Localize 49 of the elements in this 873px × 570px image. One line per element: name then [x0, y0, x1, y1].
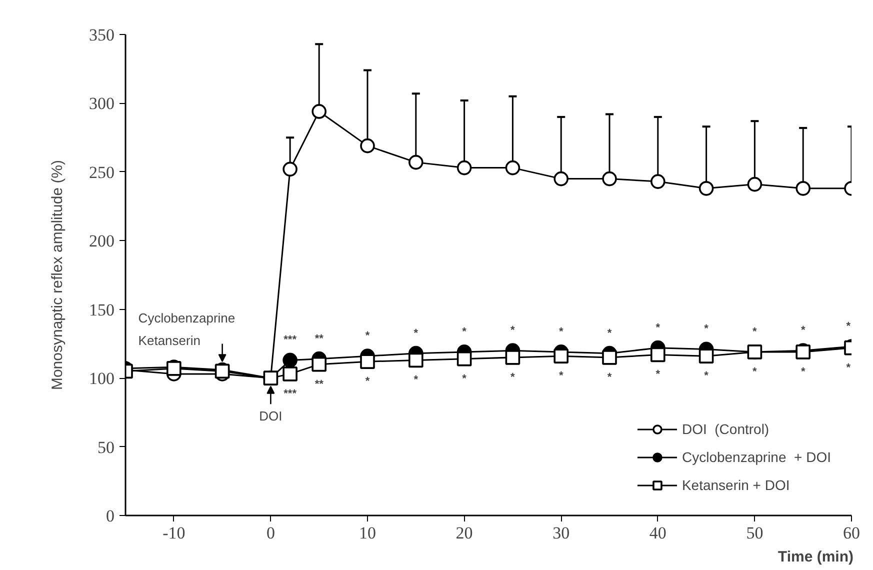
y-tick-label: 350	[89, 26, 114, 44]
x-tick-label: 30	[552, 524, 570, 542]
annotation: **	[314, 378, 324, 390]
x-tick-label: 20	[456, 524, 473, 542]
y-tick-label: 100	[89, 369, 114, 388]
annotation: *	[752, 366, 758, 378]
annotation: *	[656, 322, 661, 334]
annotation: *	[846, 362, 852, 374]
annotation: *	[800, 324, 806, 337]
annotation: *	[607, 327, 612, 340]
annotation: DOI	[259, 408, 282, 424]
annotation: *	[365, 376, 370, 388]
text: Time (min)	[778, 548, 854, 566]
y-tick-label: 0	[106, 506, 114, 526]
y-tick-label: 250	[89, 162, 114, 182]
x-tick-label: 60	[843, 524, 860, 542]
x-tick-label: -10	[162, 524, 186, 542]
annotation: *	[607, 371, 612, 384]
x-tick-label: 40	[649, 524, 666, 542]
annotation: **	[314, 332, 324, 345]
annotation: *	[558, 326, 564, 338]
annotation: *	[462, 326, 468, 338]
annotation: *	[800, 366, 806, 378]
y-axis-title: Monosynaptic reflex amplitude (%)	[49, 160, 66, 390]
annotation: ***	[284, 388, 298, 400]
annotation: *	[752, 326, 758, 338]
y-tick-label: 200	[89, 232, 114, 251]
y-tick-label: 150	[89, 300, 114, 320]
annotation: *	[510, 324, 516, 337]
annotation: *	[462, 372, 468, 385]
annotation: Cyclobenzaprine Ketanserin	[138, 310, 236, 348]
annotation: *	[704, 323, 710, 336]
annotation: *	[414, 327, 419, 340]
annotation: *	[365, 330, 370, 342]
legend-label: DOI (Control)	[682, 421, 770, 437]
annotation: *	[558, 370, 564, 382]
annotation: *	[846, 320, 852, 332]
annotation: *	[704, 370, 710, 382]
y-tick-label: 300	[89, 94, 114, 114]
x-tick-label: 10	[359, 524, 376, 542]
annotation: ***	[284, 334, 298, 346]
annotation: *	[656, 368, 661, 381]
annotation: *	[414, 374, 419, 386]
legend-label: Cyclobenzaprine + DOI	[682, 449, 831, 465]
x-tick-label: 0	[266, 524, 275, 542]
y-tick-label: 50	[98, 438, 114, 457]
legend-label: Ketanserin + DOI	[682, 477, 790, 493]
x-tick-label: 50	[746, 524, 764, 542]
annotation: *	[510, 371, 516, 384]
